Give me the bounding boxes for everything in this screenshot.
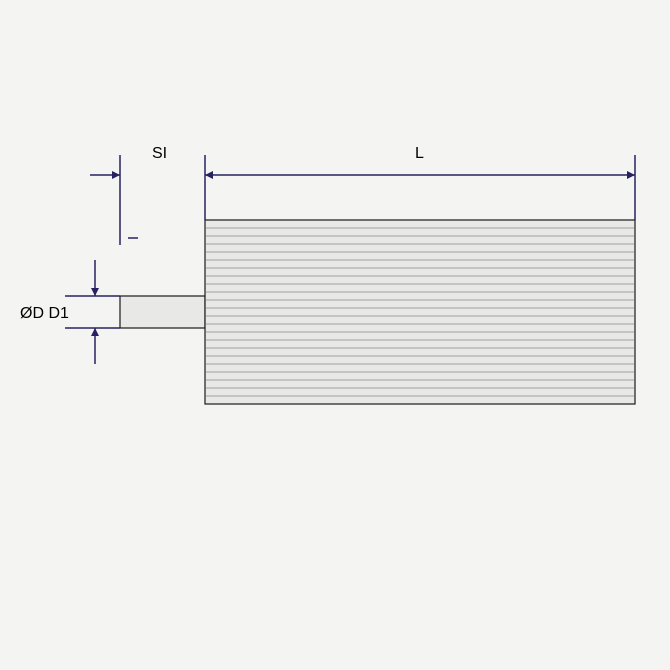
label-L: L [415, 145, 424, 163]
drawing-svg [0, 0, 670, 670]
technical-diagram: SI L ØD D1 [0, 0, 670, 670]
label-SI: SI [152, 145, 167, 163]
label-D-D1: ØD D1 [20, 305, 69, 323]
